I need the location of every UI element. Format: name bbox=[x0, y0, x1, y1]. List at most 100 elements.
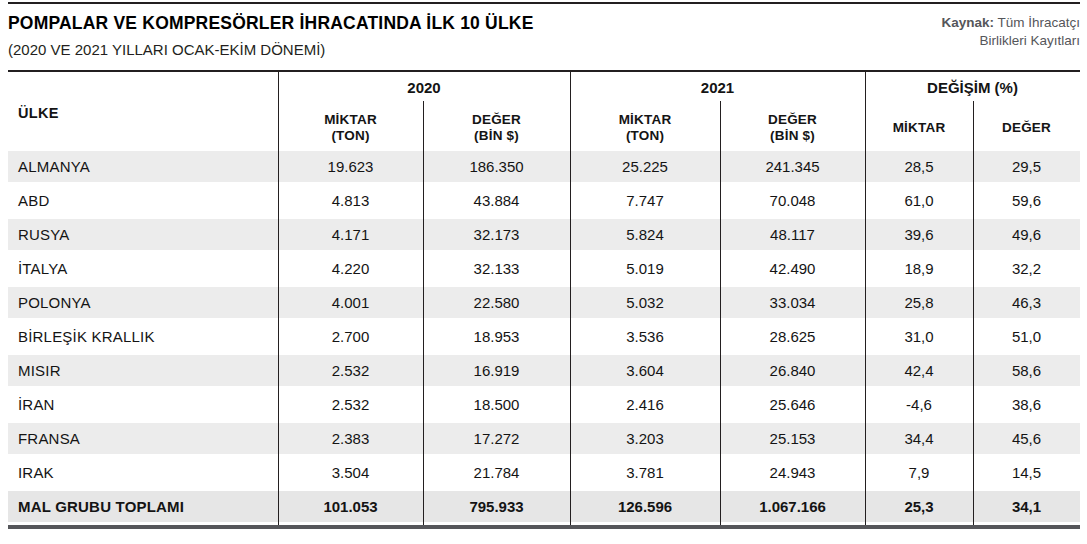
cell-country: ALMANYA bbox=[8, 151, 278, 185]
cell-m2020: 4.171 bbox=[278, 219, 423, 253]
header-amount-unit: (TON) bbox=[626, 128, 664, 144]
page-subtitle: (2020 VE 2021 YILLARI OCAK-EKİM DÖNEMİ) bbox=[8, 41, 325, 58]
cell-country: POLONYA bbox=[8, 287, 278, 321]
table-row: POLONYA4.00122.5805.03233.03425,846,3 bbox=[8, 287, 1080, 321]
cell-chg_d: 38,6 bbox=[973, 389, 1080, 423]
cell-m2020: 2.700 bbox=[278, 321, 423, 355]
cell-d2020: 16.919 bbox=[423, 355, 570, 389]
table-body: ALMANYA19.623186.35025.225241.34528,529,… bbox=[8, 151, 1080, 525]
cell-country: İRAN bbox=[8, 389, 278, 423]
table-row: İRAN2.53218.5002.41625.646-4,638,6 bbox=[8, 389, 1080, 423]
cell-d2021: 33.034 bbox=[720, 287, 865, 321]
cell-chg_d: 46,3 bbox=[973, 287, 1080, 321]
header-amount-label: MİKTAR bbox=[324, 112, 377, 128]
cell-chg_m: 7,9 bbox=[865, 457, 973, 491]
table-row: ALMANYA19.623186.35025.225241.34528,529,… bbox=[8, 151, 1080, 185]
cell-d2020: 795.933 bbox=[423, 491, 570, 525]
cell-m2021: 5.824 bbox=[570, 219, 720, 253]
header-group-2020: 2020 bbox=[278, 72, 570, 103]
cell-country: İTALYA bbox=[8, 253, 278, 287]
column-subdivider bbox=[720, 101, 721, 525]
cell-d2021: 25.153 bbox=[720, 423, 865, 457]
cell-m2021: 2.416 bbox=[570, 389, 720, 423]
cell-d2020: 43.884 bbox=[423, 185, 570, 219]
header-2020-value: DEĞER (BİN $) bbox=[423, 103, 570, 153]
table-row: IRAK3.50421.7843.78124.9437,914,5 bbox=[8, 457, 1080, 491]
cell-m2021: 5.019 bbox=[570, 253, 720, 287]
column-subdivider bbox=[423, 101, 424, 525]
cell-chg_m: 25,3 bbox=[865, 491, 973, 525]
cell-country: ABD bbox=[8, 185, 278, 219]
table-row: BİRLEŞİK KRALLIK2.70018.9533.53628.62531… bbox=[8, 321, 1080, 355]
header-2021-value: DEĞER (BİN $) bbox=[720, 103, 865, 153]
cell-m2020: 2.383 bbox=[278, 423, 423, 457]
cell-d2020: 18.500 bbox=[423, 389, 570, 423]
cell-chg_m: 18,9 bbox=[865, 253, 973, 287]
table-row: FRANSA2.38317.2723.20325.15334,445,6 bbox=[8, 423, 1080, 457]
cell-chg_d: 59,6 bbox=[973, 185, 1080, 219]
cell-d2021: 26.840 bbox=[720, 355, 865, 389]
cell-d2021: 241.345 bbox=[720, 151, 865, 185]
cell-m2020: 2.532 bbox=[278, 389, 423, 423]
header-change-amount: MİKTAR bbox=[865, 103, 973, 153]
cell-chg_m: 25,8 bbox=[865, 287, 973, 321]
cell-d2021: 24.943 bbox=[720, 457, 865, 491]
cell-d2020: 17.272 bbox=[423, 423, 570, 457]
column-divider bbox=[570, 70, 571, 525]
cell-d2020: 22.580 bbox=[423, 287, 570, 321]
cell-chg_m: 61,0 bbox=[865, 185, 973, 219]
cell-d2020: 21.784 bbox=[423, 457, 570, 491]
header-value-label: DEĞER bbox=[768, 112, 817, 128]
cell-m2020: 4.220 bbox=[278, 253, 423, 287]
table-row: ABD4.81343.8847.74770.04861,059,6 bbox=[8, 185, 1080, 219]
source-label: Kaynak: bbox=[941, 15, 994, 30]
table-header: ÜLKE 2020 2021 DEĞİŞİM (%) MİKTAR (TON) … bbox=[8, 70, 1080, 151]
cell-m2020: 2.532 bbox=[278, 355, 423, 389]
cell-chg_d: 29,5 bbox=[973, 151, 1080, 185]
cell-m2020: 3.504 bbox=[278, 457, 423, 491]
cell-m2020: 19.623 bbox=[278, 151, 423, 185]
data-table: ÜLKE 2020 2021 DEĞİŞİM (%) MİKTAR (TON) … bbox=[8, 70, 1080, 529]
cell-m2021: 5.032 bbox=[570, 287, 720, 321]
bottom-divider-line bbox=[8, 525, 1080, 529]
cell-chg_d: 45,6 bbox=[973, 423, 1080, 457]
cell-m2021: 3.203 bbox=[570, 423, 720, 457]
cell-country: RUSYA bbox=[8, 219, 278, 253]
table-row: MISIR2.53216.9193.60426.84042,458,6 bbox=[8, 355, 1080, 389]
page-title: POMPALAR VE KOMPRESÖRLER İHRACATINDA İLK… bbox=[8, 13, 534, 34]
cell-d2021: 42.490 bbox=[720, 253, 865, 287]
source-line-1: Kaynak: Tüm İhracatçı bbox=[941, 15, 1080, 30]
top-divider-line bbox=[8, 2, 1080, 4]
header-change-value: DEĞER bbox=[973, 103, 1080, 153]
source-text-1: Tüm İhracatçı bbox=[994, 15, 1080, 30]
cell-d2020: 32.133 bbox=[423, 253, 570, 287]
table-row: RUSYA4.17132.1735.82448.11739,649,6 bbox=[8, 219, 1080, 253]
header-amount-label: MİKTAR bbox=[619, 112, 672, 128]
cell-chg_m: 28,5 bbox=[865, 151, 973, 185]
cell-m2021: 3.781 bbox=[570, 457, 720, 491]
cell-chg_m: 34,4 bbox=[865, 423, 973, 457]
cell-chg_d: 49,6 bbox=[973, 219, 1080, 253]
source-text-2: Birlikleri Kayıtları bbox=[979, 33, 1080, 48]
header-amount-unit: (TON) bbox=[331, 128, 369, 144]
cell-chg_d: 51,0 bbox=[973, 321, 1080, 355]
cell-m2020: 4.813 bbox=[278, 185, 423, 219]
cell-chg_d: 14,5 bbox=[973, 457, 1080, 491]
cell-m2021: 3.536 bbox=[570, 321, 720, 355]
cell-country: IRAK bbox=[8, 457, 278, 491]
cell-country: BİRLEŞİK KRALLIK bbox=[8, 321, 278, 355]
header-group-2021: 2021 bbox=[570, 72, 865, 103]
cell-d2021: 25.646 bbox=[720, 389, 865, 423]
column-divider bbox=[278, 70, 279, 525]
cell-country: MAL GRUBU TOPLAMI bbox=[8, 491, 278, 525]
header-value-unit: (BİN $) bbox=[770, 128, 815, 144]
header-value-unit: (BİN $) bbox=[474, 128, 519, 144]
cell-d2020: 186.350 bbox=[423, 151, 570, 185]
cell-chg_d: 58,6 bbox=[973, 355, 1080, 389]
cell-chg_m: 39,6 bbox=[865, 219, 973, 253]
cell-chg_m: -4,6 bbox=[865, 389, 973, 423]
header-group-change: DEĞİŞİM (%) bbox=[865, 72, 1080, 103]
cell-d2021: 1.067.166 bbox=[720, 491, 865, 525]
cell-m2020: 101.053 bbox=[278, 491, 423, 525]
cell-m2021: 3.604 bbox=[570, 355, 720, 389]
